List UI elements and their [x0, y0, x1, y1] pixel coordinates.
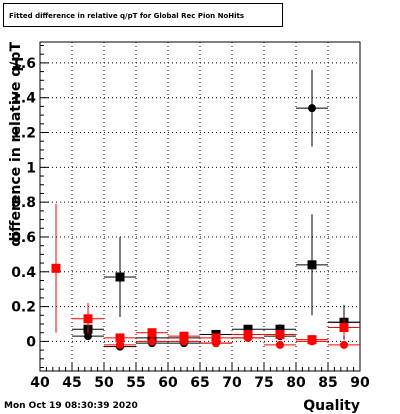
data-series [51, 69, 360, 351]
data-point-square [275, 324, 285, 334]
y-tick-labels: 0 0.2 0.4 0.6 0.8 1 1.2 1.4 1.6 [11, 56, 36, 351]
data-point-square [211, 333, 221, 343]
x-tick-label: 50 [94, 375, 114, 391]
y-tick-label: 0.6 [11, 230, 36, 246]
y-tick-label: 0.2 [11, 300, 36, 316]
axis-ticks [39, 44, 361, 371]
data-point-circle [308, 104, 316, 113]
series-1 [72, 69, 360, 351]
x-axis-title: Quality [303, 398, 360, 414]
x-tick-label: 40 [30, 375, 50, 391]
x-tick-label: 65 [190, 375, 209, 391]
data-point-square [83, 314, 93, 324]
data-point-square [51, 263, 61, 273]
x-tick-label: 80 [286, 375, 306, 391]
x-tick-labels: 40 45 50 55 60 65 70 75 80 85 90 [30, 375, 370, 391]
y-tick-label: 1.6 [11, 56, 36, 72]
x-tick-label: 45 [62, 375, 81, 391]
x-tick-label: 90 [350, 375, 370, 391]
x-tick-label: 60 [158, 375, 178, 391]
data-point-square [179, 331, 189, 341]
y-tick-label: 0 [26, 334, 36, 350]
data-point-circle [116, 340, 124, 349]
y-axis-title: difference in relative q/pT [8, 42, 24, 247]
data-point-square [307, 260, 317, 270]
data-point-circle [340, 340, 348, 349]
data-point-square [115, 333, 125, 343]
x-tick-label: 55 [126, 375, 145, 391]
data-point-square [147, 328, 157, 338]
series-0 [72, 214, 360, 343]
x-tick-label: 75 [254, 375, 273, 391]
y-tick-label: 0.4 [11, 265, 36, 281]
y-tick-label: 0.8 [11, 195, 36, 211]
y-tick-label: 1.4 [11, 91, 36, 107]
data-point-square [243, 324, 253, 334]
data-point-circle [84, 332, 92, 341]
series-2 [51, 203, 360, 345]
chart-title: Fitted difference in relative q/pT for G… [9, 12, 245, 20]
chart-title-box: Fitted difference in relative q/pT for G… [3, 3, 283, 27]
data-point-square [275, 329, 285, 339]
timestamp-footer: Mon Oct 19 08:30:39 2020 [4, 401, 138, 411]
x-tick-label: 85 [318, 375, 337, 391]
series-3 [104, 333, 360, 349]
data-point-circle [308, 337, 316, 346]
y-tick-label: 1 [26, 160, 36, 176]
data-point-circle [148, 337, 156, 346]
data-point-circle [212, 339, 220, 348]
data-point-circle [276, 340, 284, 349]
x-tick-label: 70 [222, 375, 242, 391]
y-tick-label: 1.2 [11, 126, 36, 142]
data-point-square [339, 322, 349, 332]
data-point-circle [180, 337, 188, 346]
data-point-square [115, 272, 125, 282]
data-point-circle [244, 333, 252, 342]
